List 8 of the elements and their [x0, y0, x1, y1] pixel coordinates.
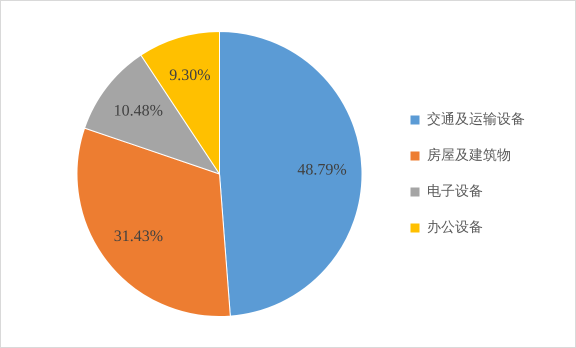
legend-label: 电子设备	[427, 184, 483, 200]
data-label: 48.79%	[297, 161, 347, 178]
legend-label: 交通及运输设备	[427, 112, 525, 128]
legend-label: 办公设备	[427, 220, 483, 236]
data-label: 9.30%	[169, 66, 211, 84]
data-label: 10.48%	[114, 102, 163, 120]
data-label: 31.43%	[114, 228, 164, 246]
legend-label: 房屋及建筑物	[427, 148, 511, 164]
